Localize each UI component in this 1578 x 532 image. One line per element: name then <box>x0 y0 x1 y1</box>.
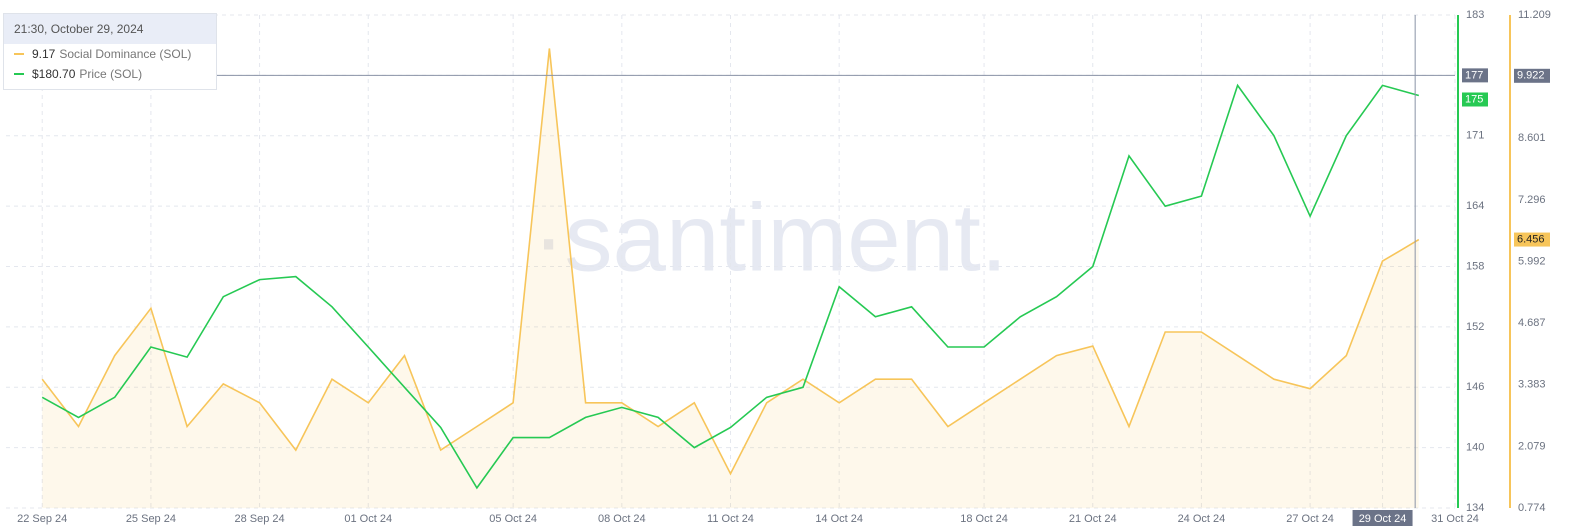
x-tick-label: 24 Oct 24 <box>1178 513 1226 525</box>
watermark: ·santiment. <box>533 184 1008 291</box>
tooltip-item: $180.70 Price (SOL) <box>4 64 216 89</box>
tooltip-value: $180.70 <box>32 67 76 81</box>
crosshair-price-box <box>1462 68 1488 83</box>
last-price-box <box>1462 92 1488 107</box>
y-tick-label: 134 <box>1466 502 1484 514</box>
x-tick-highlight <box>1352 510 1413 526</box>
last-price: 175 <box>1465 93 1483 105</box>
y2-tick-label: 7.296 <box>1518 194 1546 206</box>
legend-swatch <box>14 73 24 75</box>
x-tick-label: 29 Oct 24 <box>1359 513 1407 525</box>
y-tick-label: 183 <box>1466 9 1484 21</box>
x-tick-label: 21 Oct 24 <box>1069 513 1117 525</box>
tooltip-title: 21:30, October 29, 2024 <box>4 14 216 44</box>
line <box>41 48 1420 476</box>
x-tick-label: 01 Oct 24 <box>344 513 392 525</box>
y-tick-label: 146 <box>1466 381 1484 393</box>
x-tick-label: 11 Oct 24 <box>707 513 754 525</box>
last-dominance-box <box>1514 232 1550 247</box>
last-dominance: 6.456 <box>1517 233 1545 245</box>
y2-tick-label: 11.209 <box>1518 9 1551 21</box>
x-tick-label: 08 Oct 24 <box>598 513 646 525</box>
tooltip-item: 9.17 Social Dominance (SOL) <box>4 44 216 64</box>
x-tick-label: 14 Oct 24 <box>815 513 863 525</box>
y2-tick-label: 0.774 <box>1518 502 1546 514</box>
x-tick-label: 28 Sep 24 <box>234 513 284 525</box>
line <box>41 83 1420 490</box>
y-tick-label: 140 <box>1466 442 1484 454</box>
x-tick-label: 27 Oct 24 <box>1286 513 1334 525</box>
x-tick-label: 31 Oct 24 <box>1431 513 1479 525</box>
y2-tick-label: 2.079 <box>1518 440 1546 452</box>
tooltip-name: Price (SOL) <box>79 67 143 81</box>
y-tick-label: 158 <box>1466 260 1484 272</box>
y-tick-label: 164 <box>1466 200 1484 212</box>
x-tick-label: 18 Oct 24 <box>960 513 1008 525</box>
tooltip-value: 9.17 <box>32 47 56 61</box>
y2-tick-label: 3.383 <box>1518 379 1546 391</box>
x-tick-label: 25 Sep 24 <box>126 513 176 525</box>
area <box>42 48 1419 508</box>
y2-tick-label: 8.601 <box>1518 132 1546 144</box>
crosshair-dominance: 9.922 <box>1517 70 1545 82</box>
y-tick-label: 152 <box>1466 321 1484 333</box>
legend-swatch <box>14 53 24 55</box>
tooltip: 21:30, October 29, 2024 9.17 Social Domin… <box>3 13 217 90</box>
y-tick-label: 171 <box>1466 130 1484 142</box>
tooltip-name: Social Dominance (SOL) <box>59 47 192 61</box>
y2-tick-label: 5.992 <box>1518 255 1546 267</box>
crosshair-dominance-box <box>1514 68 1550 83</box>
crosshair-price: 177 <box>1465 69 1483 81</box>
y2-tick-label: 4.687 <box>1518 317 1546 329</box>
x-tick-label: 05 Oct 24 <box>489 513 537 525</box>
x-tick-label: 22 Sep 24 <box>17 513 67 525</box>
